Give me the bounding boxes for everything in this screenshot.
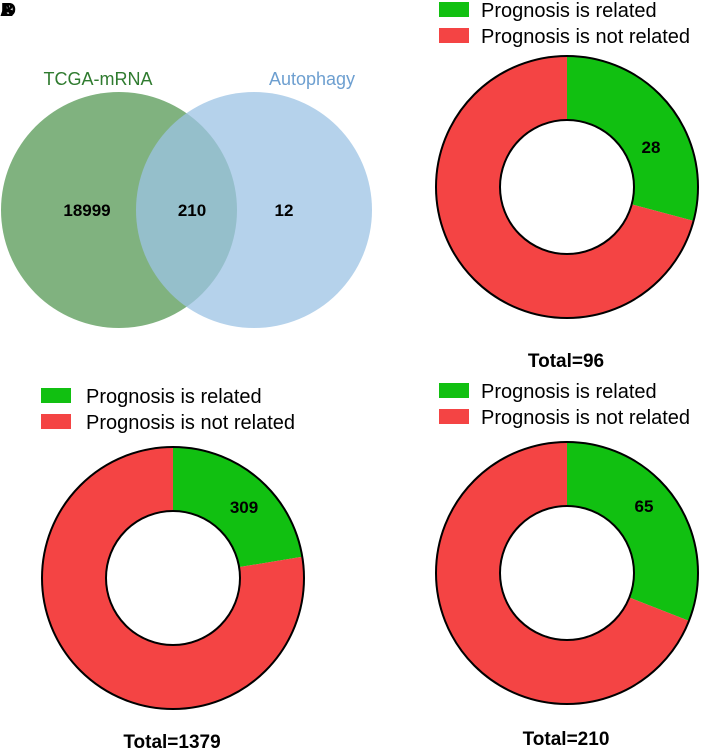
donut-outer-ring	[435, 441, 699, 705]
donut-panel-c: Prognosis is related Prognosis is not re…	[41, 386, 305, 750]
legend-label-not-related: Prognosis is not related	[481, 26, 690, 48]
donut-panel-b: Prognosis is related Prognosis is not re…	[435, 0, 699, 372]
legend-b: Prognosis is related Prognosis is not re…	[439, 0, 690, 48]
panel-letters: A B C D	[0, 0, 16, 20]
slice-label-related: 28	[642, 138, 661, 157]
slice-not-related	[435, 442, 689, 704]
legend-label-related: Prognosis is related	[481, 0, 657, 22]
slice-label-related: 309	[230, 498, 258, 517]
donut-outer-ring	[435, 55, 699, 319]
venn-count-intersection: 210	[178, 201, 206, 220]
legend-swatch-not-related	[439, 28, 469, 43]
donut-outer-ring	[41, 446, 305, 710]
total-label-b: Total=96	[528, 351, 604, 372]
panel-letter-d: D	[3, 0, 16, 20]
donut-hole	[499, 119, 635, 255]
legend-d: Prognosis is related Prognosis is not re…	[439, 381, 690, 429]
legend-swatch-related	[439, 383, 469, 398]
slice-label-related: 65	[635, 497, 654, 516]
donut-chart-b: 28	[435, 55, 699, 319]
venn-count-left-only: 18999	[63, 201, 110, 220]
panel-letter-c: C	[2, 0, 15, 20]
legend-label-not-related: Prognosis is not related	[481, 407, 690, 429]
total-label-d: Total=210	[523, 729, 610, 750]
venn-label-tcga: TCGA-mRNA	[44, 69, 153, 89]
slice-related	[567, 56, 698, 221]
slice-not-related	[436, 56, 694, 318]
legend-label-not-related: Prognosis is not related	[86, 412, 295, 434]
donut-chart-d: 65	[435, 441, 699, 705]
legend-swatch-related	[41, 388, 71, 403]
venn-diagram: TCGA-mRNA Autophagy 18999 210 12	[1, 69, 372, 328]
venn-count-right-only: 12	[275, 201, 294, 220]
panel-letter-b: B	[1, 0, 14, 20]
legend-swatch-not-related	[439, 409, 469, 424]
legend-swatch-related	[439, 2, 469, 17]
venn-label-autophagy: Autophagy	[269, 69, 355, 89]
slice-not-related	[42, 447, 304, 709]
legend-c: Prognosis is related Prognosis is not re…	[41, 386, 295, 434]
legend-label-related: Prognosis is related	[481, 381, 657, 403]
legend-label-related: Prognosis is related	[86, 386, 262, 408]
slice-related	[173, 447, 303, 568]
legend-swatch-not-related	[41, 414, 71, 429]
venn-circle-autophagy	[136, 92, 372, 328]
total-label-c: Total=1379	[123, 732, 220, 750]
donut-hole	[499, 505, 635, 641]
donut-chart-c: 309	[41, 446, 305, 710]
donut-panel-d: Prognosis is related Prognosis is not re…	[435, 381, 699, 750]
panel-letter-a: A	[0, 0, 13, 20]
donut-hole	[105, 510, 241, 646]
